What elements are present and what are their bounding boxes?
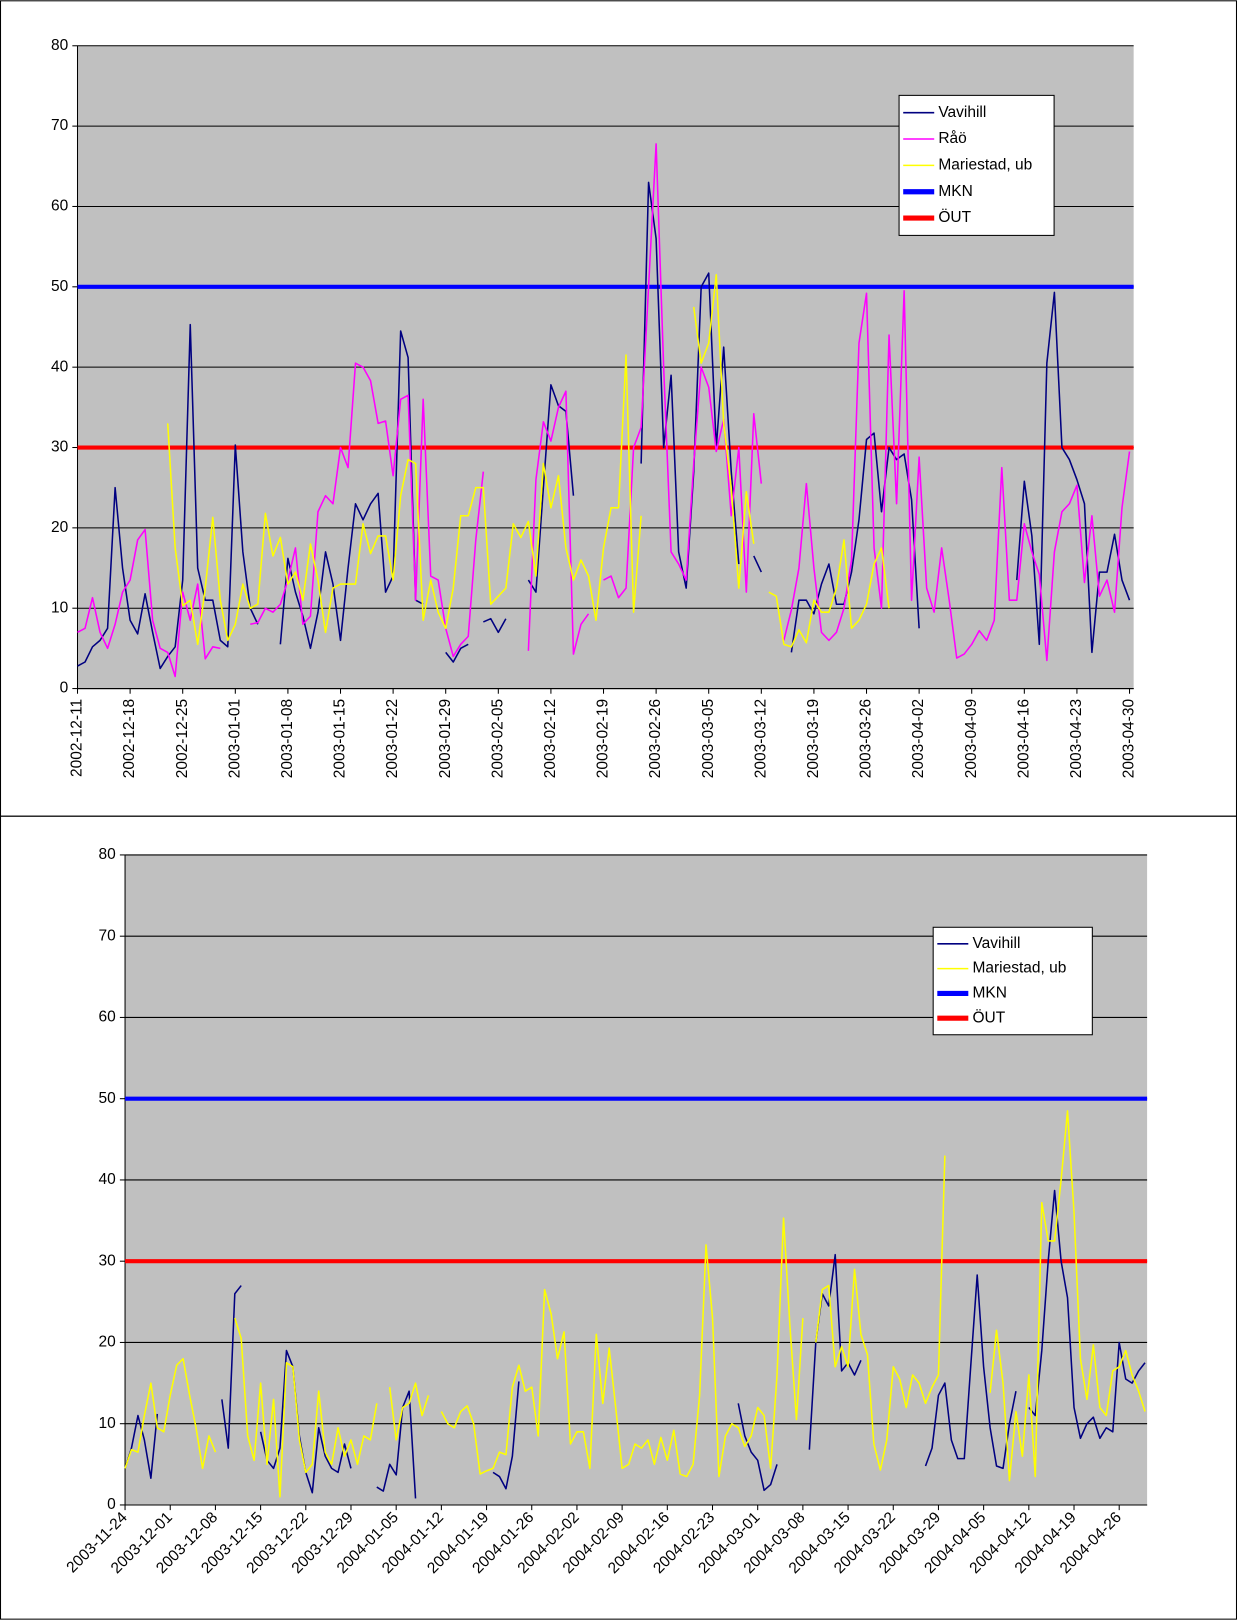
legend-label: Vavihill: [972, 935, 1020, 952]
x-tick-label: 2003-01-22: [384, 699, 401, 778]
y-tick-label: 40: [51, 358, 69, 375]
x-tick-label: 2002-12-11: [69, 699, 86, 777]
x-tick-label: 2003-02-12: [542, 699, 559, 778]
x-tick-label: 2002-12-18: [121, 699, 138, 778]
y-tick-label: 20: [98, 1334, 116, 1351]
series-line: [166, 274, 890, 648]
legend-label: Mariestad, ub: [938, 156, 1032, 173]
x-tick-label: 2003-01-01: [226, 699, 243, 778]
x-tick-label: 2003-01-29: [437, 699, 454, 778]
legend-label: MKN: [938, 183, 972, 200]
legend-label: Mariestad, ub: [972, 960, 1066, 977]
x-tick-label: 2003-04-16: [1015, 699, 1032, 778]
y-tick-label: 70: [98, 927, 116, 944]
x-tick-label: 2003-03-19: [805, 699, 822, 778]
y-tick-label: 0: [60, 680, 69, 697]
y-tick-label: 80: [51, 37, 69, 54]
x-tick-label: 2003-02-05: [489, 699, 506, 778]
x-tick-label: 2003-04-23: [1068, 699, 1085, 778]
legend-label: Vavihill: [938, 104, 986, 121]
x-tick-label: 2003-04-02: [910, 699, 927, 778]
x-tick-label: 2003-03-12: [752, 699, 769, 778]
x-tick-label: 2003-02-26: [647, 699, 664, 778]
legend-label: Råö: [938, 130, 966, 147]
series-line: [124, 1110, 1146, 1498]
panel-frame: [0, 815, 1237, 1620]
x-tick-label: 2003-03-05: [700, 699, 717, 778]
legend-label: MKN: [972, 985, 1006, 1002]
x-tick-label: 2003-01-08: [279, 699, 296, 778]
y-tick-label: 10: [51, 599, 69, 616]
y-tick-label: 40: [98, 1171, 116, 1188]
y-tick-label: 20: [51, 519, 69, 536]
y-tick-label: 60: [51, 198, 69, 215]
y-tick-label: 10: [98, 1415, 116, 1432]
x-tick-label: 2003-04-09: [963, 699, 980, 778]
y-tick-label: 60: [98, 1009, 116, 1026]
y-tick-label: 0: [107, 1496, 116, 1513]
x-tick-label: 2003-01-15: [332, 699, 349, 778]
x-tick-label: 2002-12-25: [174, 699, 191, 778]
y-tick-label: 70: [51, 117, 69, 134]
x-tick-label: 2003-04-30: [1121, 699, 1138, 779]
x-tick-label: 2003-02-19: [595, 699, 612, 778]
y-tick-label: 50: [51, 278, 69, 295]
legend-label: ÖUT: [972, 1008, 1005, 1026]
legend-label: ÖUT: [938, 208, 971, 226]
x-tick-label: 2003-03-26: [858, 699, 875, 778]
y-tick-label: 30: [51, 439, 69, 456]
y-tick-label: 30: [98, 1252, 116, 1269]
y-tick-label: 50: [98, 1090, 116, 1107]
series-line: [77, 143, 1131, 678]
y-tick-label: 80: [98, 846, 116, 863]
